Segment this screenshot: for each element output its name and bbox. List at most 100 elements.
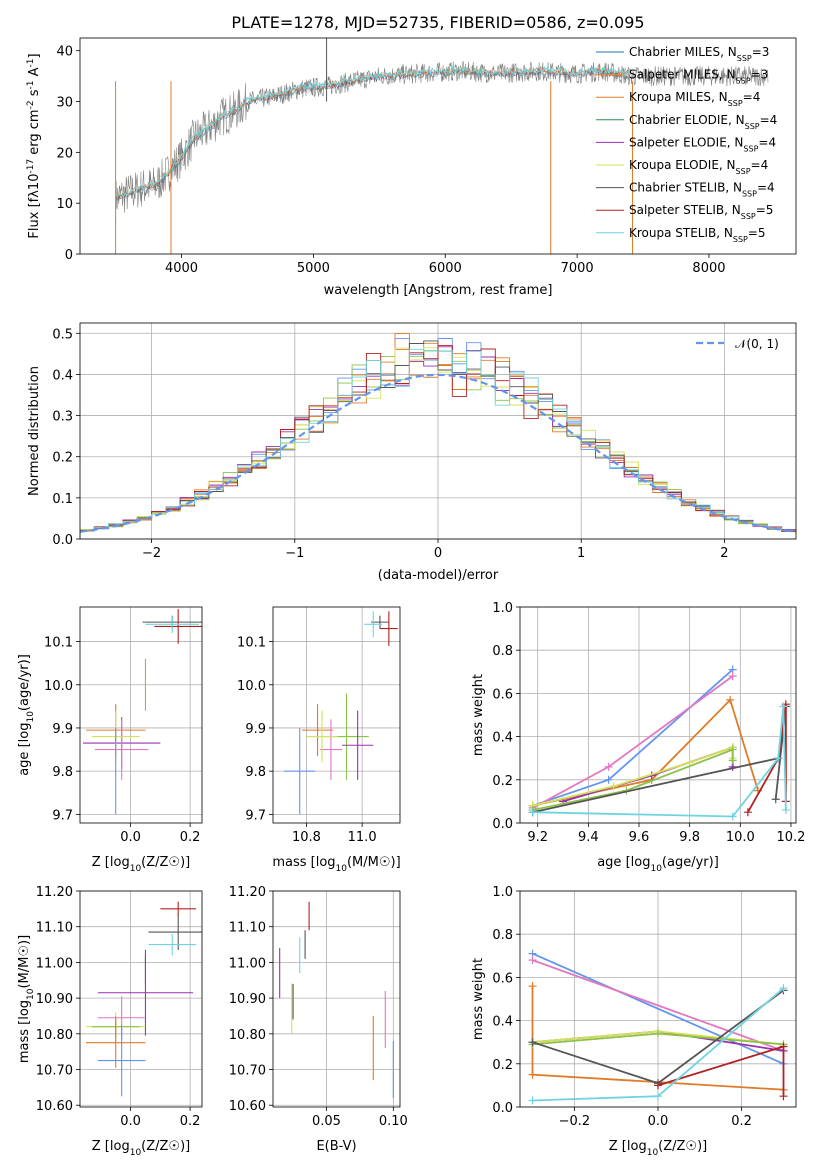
y-tick-label: 0.0 [492, 817, 513, 832]
series-marker [779, 984, 788, 993]
x-tick-label: 11.0 [348, 830, 377, 845]
errorbar-point [97, 1024, 146, 1097]
panel-massweight_vs_age: 9.2 9.4 9.6 9.8 10.0 10.2 0.0 0.2 0.4 0.6 0.8 1.0 ag… [471, 601, 805, 874]
errorbar-point [319, 719, 343, 780]
errorbar-point [284, 727, 316, 815]
y-tick-label: 9.8 [245, 765, 266, 780]
x-tick-label: −2 [142, 546, 161, 561]
panel-massweight_vs_Z: −0.2 0.0 0.2 0.0 0.2 0.4 0.6 0.8 1.0 Z [log10(Z/Z… [471, 885, 797, 1158]
y-tick-label: 40 [56, 45, 73, 60]
x-axis-label: Z [log10(Z/Z☉)] [92, 855, 190, 874]
series-marker [685, 758, 694, 767]
axes-frame [272, 606, 401, 824]
plot-area [82, 609, 202, 815]
y-tick-label: 10.70 [36, 1064, 73, 1079]
errorbar-point [371, 615, 389, 629]
x-tick-label: 0.2 [180, 830, 201, 845]
axes-frame [79, 37, 797, 255]
errorbar-point [342, 710, 374, 780]
plot-area [279, 901, 394, 1099]
legend-entry: Kroupa MILES, NSSP=4 [629, 90, 760, 108]
panel-spectrum: 4000 5000 6000 7000 8000 0 10 20 30 40 wavelength … [26, 37, 797, 298]
x-tick-label: 0.10 [379, 1114, 408, 1129]
series-marker [528, 808, 537, 817]
y-tick-label: 11.20 [36, 885, 73, 900]
x-axis-label: E(B-V) [316, 1139, 356, 1154]
y-tick-label: 0.4 [492, 1015, 513, 1030]
x-tick-label: 9.6 [629, 830, 650, 845]
x-tick-label: 0.0 [120, 1114, 141, 1129]
x-axis-label: mass [log10(M/M☉)] [272, 855, 400, 874]
model-spectrum-line [115, 69, 631, 200]
series-marker [728, 672, 737, 681]
grid [80, 607, 202, 823]
panel-age_vs_Z: 0.0 0.2 9.7 9.8 9.9 10.0 10.1 Z [log10(Z/Z☉)] ag… [17, 606, 203, 874]
x-tick-label: 0.0 [120, 830, 141, 845]
errorbar-point [85, 1017, 146, 1068]
series-line [532, 748, 734, 811]
model-spectrum-line [115, 65, 630, 198]
series-marker [779, 702, 788, 711]
y-tick-label: 0.4 [492, 731, 513, 746]
series-marker [604, 762, 613, 771]
y-tick-label: 1.0 [492, 601, 513, 616]
series-marker [528, 982, 537, 991]
errorbar-point [154, 609, 202, 644]
series-marker [654, 1092, 662, 1101]
series-marker [728, 745, 737, 754]
normal-curve [80, 373, 796, 533]
errorbar-point [97, 949, 194, 1036]
model-spectrum-line [115, 68, 631, 200]
x-tick-label: 10.8 [292, 830, 321, 845]
errorbar-point [364, 611, 383, 638]
series-marker [726, 695, 735, 704]
y-tick-label: 10.0 [237, 679, 266, 694]
series-marker [728, 812, 737, 821]
y-axis-label: mass weight [471, 958, 486, 1040]
legend-entry: Salpeter STELIB, NSSP=5 [629, 203, 773, 221]
plot-area [80, 333, 796, 539]
y-tick-label: 0.3 [52, 410, 73, 425]
y-tick-label: 11.10 [229, 921, 266, 936]
errorbar-point [148, 933, 197, 956]
series-marker [654, 1081, 662, 1090]
errorbar-point [160, 901, 197, 916]
plot-area [528, 949, 788, 1105]
model-spectrum-line [115, 69, 631, 201]
y-tick-label: 0.6 [492, 971, 513, 986]
y-tick-label: 0.8 [492, 644, 513, 659]
series-line [747, 704, 787, 813]
y-tick-label: 9.7 [52, 808, 73, 823]
model-spectrum-line [115, 67, 631, 201]
y-tick-label: 9.9 [52, 722, 73, 737]
legend-entry: Salpeter MILES, NSSP=3 [629, 68, 768, 86]
x-tick-label: 2 [720, 546, 728, 561]
panel-mass_vs_EBV: 0.05 0.10 10.60 10.70 10.80 10.90 11.00 11.10 11… [229, 885, 408, 1154]
x-tick-label: 8000 [692, 261, 725, 276]
series-marker [528, 1070, 537, 1079]
series-marker [728, 756, 737, 765]
series-marker [774, 754, 783, 763]
y-tick-label: 10.80 [229, 1028, 266, 1043]
axes-frame [519, 606, 797, 824]
legend-entry: Kroupa ELODIE, NSSP=4 [629, 158, 768, 176]
series-marker [609, 782, 618, 791]
x-tick-label: 10.2 [776, 830, 805, 845]
y-tick-label: 0.0 [492, 1101, 513, 1116]
series-marker [654, 1029, 662, 1038]
series-marker [743, 808, 752, 817]
x-axis-label: (data-model)/error [378, 568, 499, 583]
y-tick-label: 0 [65, 248, 73, 263]
x-tick-label: 0.2 [180, 1114, 201, 1129]
y-tick-label: 11.20 [229, 885, 266, 900]
series-marker [779, 1042, 788, 1051]
y-axis-label: Flux [fλ10-17 erg cm-2 s-1 A-1] [26, 53, 42, 238]
grid [520, 890, 796, 1108]
x-tick-label: 0.05 [312, 1114, 341, 1129]
series-line [532, 952, 784, 1065]
plot-area [528, 665, 790, 821]
y-axis-label: mass weight [471, 674, 486, 756]
plot-area [115, 38, 769, 254]
errorbar-point [94, 719, 149, 780]
